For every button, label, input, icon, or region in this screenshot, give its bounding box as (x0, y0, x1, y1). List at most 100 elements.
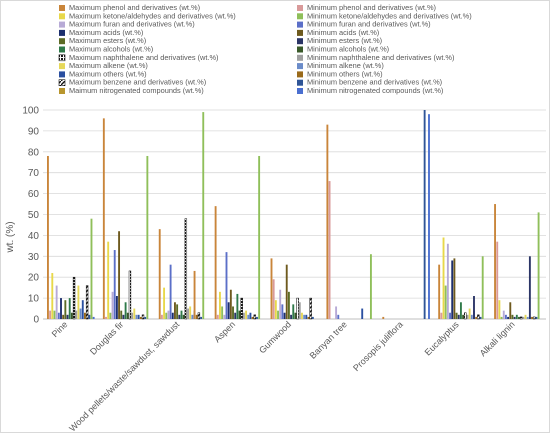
bar (187, 308, 189, 319)
bar (444, 285, 447, 319)
bar (232, 306, 234, 319)
bar (511, 314, 514, 319)
bar (236, 293, 239, 319)
legend-swatch (297, 13, 303, 20)
bar (70, 312, 73, 319)
bar (468, 308, 471, 319)
legend-swatch (59, 71, 65, 78)
bar (240, 297, 243, 320)
bar (227, 302, 230, 319)
bar (133, 308, 136, 319)
legend-label: Minimum others (wt.%) (307, 69, 383, 78)
bar (290, 314, 293, 319)
bar (242, 312, 245, 319)
bar (245, 310, 248, 319)
bar (328, 181, 331, 319)
legend-label: Minimum phenol and derivatives (wt.%) (307, 3, 436, 12)
bar (124, 302, 127, 319)
bar (537, 212, 540, 319)
bar (451, 260, 454, 319)
bar (85, 285, 89, 320)
bar (57, 312, 60, 319)
bar (64, 300, 67, 319)
bar (296, 297, 299, 320)
bar (294, 312, 297, 319)
bar (256, 316, 258, 319)
bars (47, 110, 540, 320)
bar (305, 314, 308, 319)
bar (462, 314, 465, 319)
bar (446, 243, 449, 319)
bar (163, 287, 166, 319)
legend-label: Minimum alkene (wt.%) (307, 61, 384, 70)
bar (47, 155, 49, 319)
bar (253, 314, 256, 320)
bar (234, 312, 237, 319)
y-tick-label: 50 (28, 210, 40, 221)
legend-swatch (297, 54, 303, 61)
bar (202, 112, 205, 319)
bar (195, 314, 198, 319)
bar (307, 316, 310, 319)
bar (438, 264, 441, 319)
legend-swatch (59, 38, 65, 45)
bar (515, 314, 518, 319)
bar (382, 316, 385, 319)
bar (513, 316, 516, 319)
bar (326, 124, 329, 319)
bar (455, 312, 458, 319)
bar (473, 296, 475, 319)
legend-label: Maximum benzene and derivatives (wt.%) (69, 78, 206, 87)
bar (311, 316, 314, 319)
y-tick-label: 30 (28, 252, 40, 263)
legend-swatch (59, 29, 65, 36)
legend-label: Minimum benzene and derivatives (wt.%) (307, 78, 442, 87)
legend-swatch (58, 79, 66, 86)
legend-label: Minimum acids (wt.%) (307, 28, 379, 37)
bar (274, 300, 277, 319)
bar (283, 312, 286, 319)
bar (131, 312, 134, 319)
bar (504, 314, 507, 319)
bar (171, 312, 174, 319)
bar (53, 310, 56, 319)
bar (113, 250, 116, 319)
bar (251, 316, 254, 319)
legend-label: Maximum alcohols (wt.%) (69, 45, 153, 54)
bar (79, 308, 82, 319)
x-tick-label: Eucalyptus (423, 319, 462, 358)
bar (494, 204, 496, 319)
bar (309, 297, 312, 320)
bar (247, 314, 250, 319)
y-tick-label: 40 (28, 231, 40, 242)
bar (182, 314, 185, 319)
bar (442, 237, 445, 319)
bar (128, 270, 132, 320)
legend-label: Maximum ketone/aldehydes and derivatives… (69, 11, 236, 20)
bar (193, 270, 196, 319)
bar (139, 316, 142, 319)
bar (238, 310, 241, 319)
y-tick-label: 10 (28, 294, 40, 305)
bar (287, 291, 290, 319)
bar (496, 241, 499, 319)
y-tick-label: 80 (28, 147, 40, 158)
bar (137, 314, 140, 319)
legend-label: Maximum others (wt.%) (69, 69, 147, 78)
bar (285, 264, 288, 319)
legend-swatch (297, 21, 303, 28)
bar (498, 300, 501, 319)
bar (81, 300, 84, 319)
legend-label: Minimum naphthalene and derivatives (wt.… (307, 53, 454, 62)
bar (214, 206, 217, 319)
bar (158, 229, 161, 319)
bar (292, 304, 295, 319)
bar (165, 312, 168, 319)
x-tick-label: Douglas fir (88, 319, 125, 356)
bar (191, 314, 194, 319)
legend: Maximum phenol and derivatives (wt.%) Min… (58, 3, 472, 95)
legend-swatch (59, 88, 65, 94)
bar (184, 218, 188, 320)
bar (75, 310, 78, 319)
